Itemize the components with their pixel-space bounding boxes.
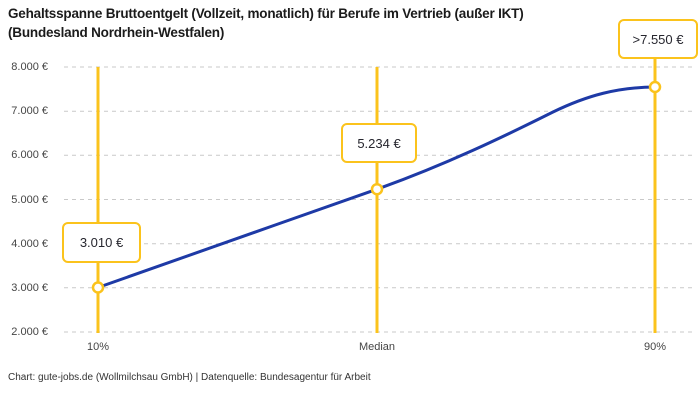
chart-title: Gehaltsspanne Bruttoentgelt (Vollzeit, m… <box>8 4 692 42</box>
x-tick-label-10pct: 10% <box>86 341 110 353</box>
salary-line-series <box>96 85 657 289</box>
data-point-90pct <box>648 80 662 94</box>
x-tick-label-90pct: 90% <box>643 341 667 353</box>
y-tick-label: 7.000 € <box>11 105 48 117</box>
chart-title-line1: Gehaltsspanne Bruttoentgelt (Vollzeit, m… <box>8 6 524 21</box>
data-point-10pct <box>91 281 105 294</box>
y-tick-label: 4.000 € <box>11 238 48 250</box>
chart-title-line2: (Bundesland Nordrhein-Westfalen) <box>8 25 225 40</box>
y-tick-label: 2.000 € <box>11 326 48 338</box>
value-label-median: 5.234 € <box>357 135 401 151</box>
y-tick-label: 3.000 € <box>11 282 48 294</box>
y-tick-label: 8.000 € <box>11 61 48 73</box>
value-label-box-10pct: 3.010 € <box>62 222 141 263</box>
value-label-box-90pct: >7.550 € <box>618 19 698 59</box>
value-label-10pct: 3.010 € <box>79 235 124 250</box>
data-point-markers <box>91 80 662 294</box>
x-tick-label-median: Median <box>358 341 396 353</box>
y-tick-label: 5.000 € <box>11 194 48 206</box>
value-label-box-median: 5.234 € <box>341 123 417 163</box>
value-label-90pct: >7.550 € <box>632 31 684 47</box>
data-point-median <box>370 182 384 196</box>
y-tick-label: 6.000 € <box>11 149 48 161</box>
source-attribution: Chart: gute-jobs.de (Wollmilchsau GmbH) … <box>8 372 371 383</box>
